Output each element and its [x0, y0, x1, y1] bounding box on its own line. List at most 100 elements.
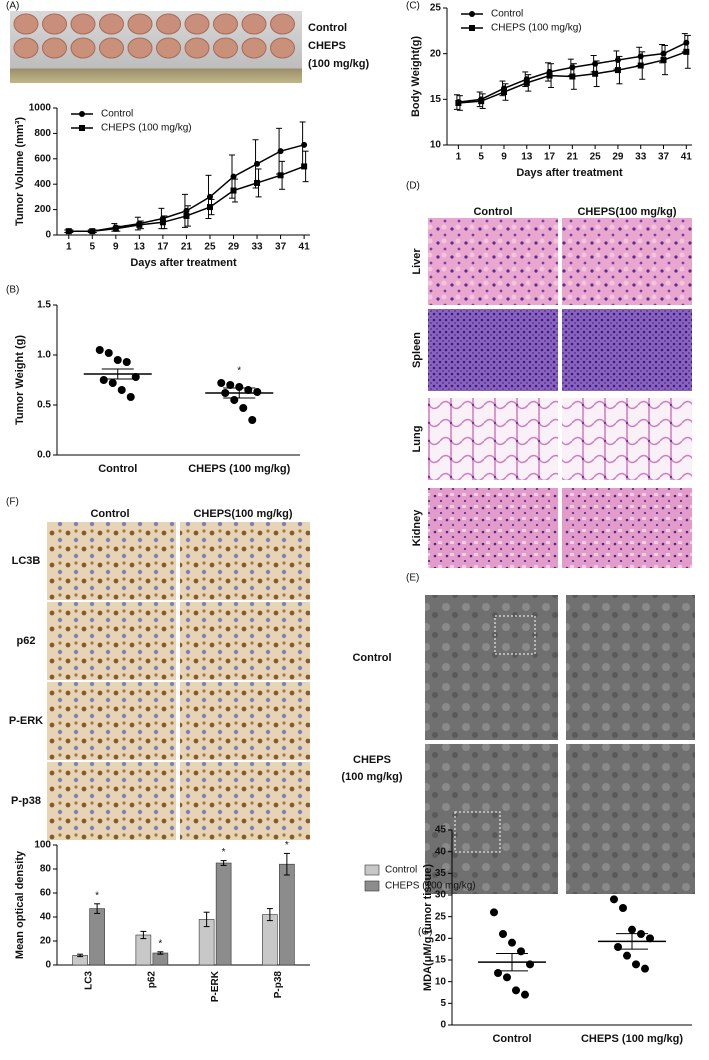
panel-label: (F): [6, 497, 19, 508]
y-tick-label: 1.0: [37, 350, 51, 361]
marker: [637, 62, 644, 69]
marker: [478, 98, 485, 105]
marker: [546, 72, 553, 79]
x-tick-label: 9: [113, 242, 119, 253]
y-tick-label: 15: [430, 94, 442, 105]
em-image: [566, 595, 695, 740]
em-label: Control: [352, 652, 391, 664]
y-tick-label: 10: [430, 140, 442, 151]
marker: [206, 193, 213, 200]
tumor: [127, 37, 153, 59]
x-tick-label: 25: [204, 242, 216, 253]
photo-label: CHEPS: [308, 40, 346, 52]
data-point: [126, 393, 135, 401]
y-tick-label: 1000: [29, 103, 52, 114]
ihc-image: [180, 682, 310, 760]
significance-mark: *: [158, 938, 162, 949]
marker: [683, 48, 690, 55]
x-tick-label: 5: [478, 152, 484, 163]
data-point: [117, 386, 126, 394]
y-tick-label: 80: [40, 864, 52, 875]
tumor: [270, 37, 295, 59]
ihc-column: CHEPS(100 mg/kg): [193, 508, 292, 520]
ihc-image: [180, 522, 310, 600]
y-tick-label: 25: [435, 911, 447, 922]
bar: [135, 934, 152, 966]
em-image: [425, 744, 558, 894]
marker: [206, 204, 213, 211]
panel-label: (D): [406, 181, 420, 192]
y-tick-label: 60: [40, 888, 52, 899]
marker: [569, 73, 576, 80]
photo-label: Control: [308, 22, 347, 34]
legend-label: Control: [491, 9, 523, 20]
marker: [65, 228, 72, 235]
legend-label: CHEPS (100 mg/kg): [101, 123, 192, 134]
x-tick-label: 17: [544, 152, 556, 163]
legend-swatch: [364, 864, 380, 876]
histology-image: [562, 488, 692, 568]
ihc-image: [47, 762, 176, 840]
marker: [592, 60, 599, 67]
data-point: [614, 943, 622, 951]
series-line: [458, 42, 687, 103]
y-tick-label: 20: [435, 933, 447, 944]
data-point: [113, 356, 122, 364]
y-tick-label: 30: [435, 890, 447, 901]
data-point: [235, 383, 244, 391]
histology-column: Control: [473, 206, 512, 218]
y-tick-label: 1.5: [37, 300, 51, 311]
tumor: [213, 37, 238, 59]
y-axis-label: MDA(μM/g tumor tissue): [422, 864, 434, 991]
legend-label: CHEPS (100 mg/kg): [385, 881, 476, 892]
y-tick-label: 800: [34, 128, 51, 139]
zoom-box: [494, 615, 536, 655]
x-tick-label: CHEPS (100 mg/kg): [581, 1033, 683, 1045]
marker: [254, 160, 261, 167]
y-tick-label: 35: [435, 868, 447, 879]
ihc-row: p62: [17, 635, 36, 647]
x-tick-label: 33: [635, 152, 647, 163]
y-tick-label: 5: [440, 998, 446, 1009]
ihc-row: LC3B: [12, 555, 41, 567]
marker: [230, 173, 237, 180]
data-point: [239, 404, 248, 412]
legend-marker: [469, 25, 475, 31]
x-tick-label: 13: [134, 242, 146, 253]
marker: [569, 64, 576, 71]
y-tick-label: 0: [45, 230, 51, 241]
tumor: [42, 13, 67, 35]
marker: [136, 221, 143, 228]
x-tick-label: 33: [251, 242, 263, 253]
y-axis-label: Tumor Volume (mm³): [14, 117, 26, 226]
marker: [112, 225, 119, 232]
bar: [262, 914, 278, 966]
data-point: [628, 925, 636, 934]
legend-swatch: [364, 880, 380, 892]
y-tick-label: 25: [430, 3, 442, 14]
marker: [660, 57, 667, 64]
data-point: [99, 376, 108, 384]
marker: [89, 228, 96, 235]
tumor: [42, 37, 67, 59]
marker: [592, 70, 599, 77]
marker: [230, 187, 237, 194]
data-point: [619, 904, 627, 912]
histology-image: [562, 218, 692, 305]
x-tick-label: 41: [299, 242, 311, 253]
y-tick-label: 20: [430, 48, 442, 59]
y-tick-label: 40: [435, 846, 447, 857]
y-tick-label: 40: [40, 912, 52, 923]
tumor: [184, 13, 210, 35]
data-point: [623, 951, 631, 960]
bar: [215, 862, 232, 966]
significance-mark: *: [285, 840, 289, 851]
x-tick-label: 1: [66, 242, 72, 253]
ihc-image: [47, 522, 176, 600]
y-tick-label: 0: [45, 960, 51, 971]
x-tick-label: 29: [612, 152, 624, 163]
photo-label: (100 mg/kg): [308, 58, 369, 70]
x-tick-label: Control: [492, 1033, 531, 1045]
x-tick-label: LC3: [83, 971, 94, 990]
tumor: [270, 13, 295, 35]
